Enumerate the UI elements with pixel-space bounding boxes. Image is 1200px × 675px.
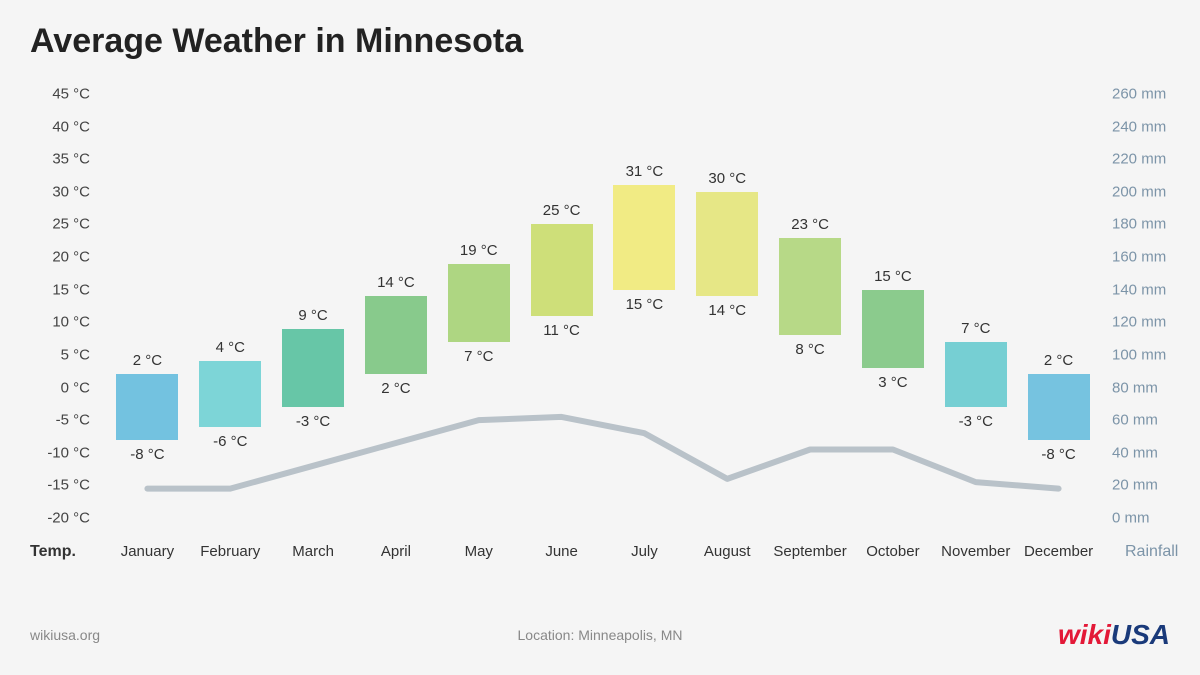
- temp-low-label: 15 °C: [626, 296, 664, 313]
- logo-part-wiki: wiki: [1058, 619, 1111, 650]
- temp-bar: [862, 290, 924, 368]
- temp-high-label: 7 °C: [961, 320, 990, 337]
- y-right-tick: 180 mm: [1112, 217, 1166, 232]
- month-label: March: [292, 543, 334, 560]
- y-left-tick: 30 °C: [52, 184, 90, 199]
- y-axis-right-ticks: 0 mm20 mm40 mm60 mm80 mm100 mm120 mm140 …: [1106, 94, 1196, 518]
- temp-low-label: 2 °C: [381, 380, 410, 397]
- temp-low-label: -8 °C: [130, 446, 164, 463]
- month-label: February: [200, 543, 260, 560]
- temp-high-label: 31 °C: [626, 163, 664, 180]
- footer-logo: wikiUSA: [1058, 619, 1170, 651]
- temp-low-label: 14 °C: [708, 302, 746, 319]
- temp-low-label: -3 °C: [296, 413, 330, 430]
- y-left-tick: 15 °C: [52, 282, 90, 297]
- y-right-tick: 0 mm: [1112, 511, 1150, 526]
- temp-bar: [116, 374, 178, 439]
- y-left-tick: 20 °C: [52, 250, 90, 265]
- month-label: December: [1024, 543, 1093, 560]
- temp-high-label: 25 °C: [543, 202, 581, 219]
- footer-site: wikiusa.org: [30, 627, 100, 643]
- temp-high-label: 14 °C: [377, 274, 415, 291]
- y-right-tick: 100 mm: [1112, 347, 1166, 362]
- temp-bar: [779, 238, 841, 336]
- temp-low-label: -3 °C: [959, 413, 993, 430]
- chart-title: Average Weather in Minnesota: [30, 22, 523, 61]
- temp-bar: [199, 361, 261, 426]
- y-right-tick: 160 mm: [1112, 250, 1166, 265]
- y-axis-left-ticks: -20 °C-15 °C-10 °C-5 °C0 °C5 °C10 °C15 °…: [0, 94, 100, 518]
- temp-low-label: -6 °C: [213, 433, 247, 450]
- month-label: September: [773, 543, 846, 560]
- month-label: October: [866, 543, 919, 560]
- temp-bar: [531, 224, 593, 315]
- y-left-tick: -5 °C: [56, 413, 90, 428]
- rainfall-line: [106, 94, 1100, 518]
- y-right-tick: 20 mm: [1112, 478, 1158, 493]
- temp-bar: [945, 342, 1007, 407]
- y-left-tick: -15 °C: [47, 478, 90, 493]
- temp-low-label: 8 °C: [795, 341, 824, 358]
- y-left-tick: 10 °C: [52, 315, 90, 330]
- month-label: April: [381, 543, 411, 560]
- y-right-tick: 220 mm: [1112, 152, 1166, 167]
- temp-bar: [365, 296, 427, 374]
- month-label: August: [704, 543, 751, 560]
- month-label: June: [545, 543, 578, 560]
- y-left-tick: -10 °C: [47, 445, 90, 460]
- right-axis-title: Rainfall: [1125, 543, 1178, 561]
- y-right-tick: 260 mm: [1112, 87, 1166, 102]
- y-right-tick: 60 mm: [1112, 413, 1158, 428]
- temp-high-label: 9 °C: [298, 307, 327, 324]
- temp-low-label: 3 °C: [878, 374, 907, 391]
- temp-high-label: 19 °C: [460, 242, 498, 259]
- temp-low-label: -8 °C: [1041, 446, 1075, 463]
- temp-bar: [613, 185, 675, 289]
- temp-high-label: 2 °C: [133, 352, 162, 369]
- temp-low-label: 11 °C: [543, 322, 580, 339]
- logo-part-usa: USA: [1111, 619, 1170, 650]
- temp-high-label: 2 °C: [1044, 352, 1073, 369]
- y-left-tick: 35 °C: [52, 152, 90, 167]
- temp-high-label: 30 °C: [708, 170, 746, 187]
- y-right-tick: 240 mm: [1112, 119, 1166, 134]
- left-axis-title: Temp.: [30, 543, 76, 561]
- y-left-tick: 40 °C: [52, 119, 90, 134]
- month-label: July: [631, 543, 658, 560]
- y-left-tick: 45 °C: [52, 87, 90, 102]
- temp-bar: [1028, 374, 1090, 439]
- temp-bar: [696, 192, 758, 296]
- chart-plot-area: 2 °C -8 °C 4 °C -6 °C 9 °C -3 °C 14 °C 2 °C 19 °…: [106, 94, 1100, 518]
- month-label: November: [941, 543, 1010, 560]
- temp-bar: [448, 264, 510, 342]
- temp-high-label: 23 °C: [791, 216, 829, 233]
- y-right-tick: 200 mm: [1112, 184, 1166, 199]
- y-left-tick: 5 °C: [61, 347, 90, 362]
- footer-location: Location: Minneapolis, MN: [518, 627, 683, 643]
- temp-high-label: 15 °C: [874, 268, 912, 285]
- y-right-tick: 140 mm: [1112, 282, 1166, 297]
- temp-bar: [282, 329, 344, 407]
- temp-low-label: 7 °C: [464, 348, 493, 365]
- y-right-tick: 120 mm: [1112, 315, 1166, 330]
- y-left-tick: 25 °C: [52, 217, 90, 232]
- temp-high-label: 4 °C: [216, 339, 245, 356]
- y-right-tick: 40 mm: [1112, 445, 1158, 460]
- month-label: May: [465, 543, 493, 560]
- y-right-tick: 80 mm: [1112, 380, 1158, 395]
- y-left-tick: 0 °C: [61, 380, 90, 395]
- y-left-tick: -20 °C: [47, 511, 90, 526]
- month-label: January: [121, 543, 174, 560]
